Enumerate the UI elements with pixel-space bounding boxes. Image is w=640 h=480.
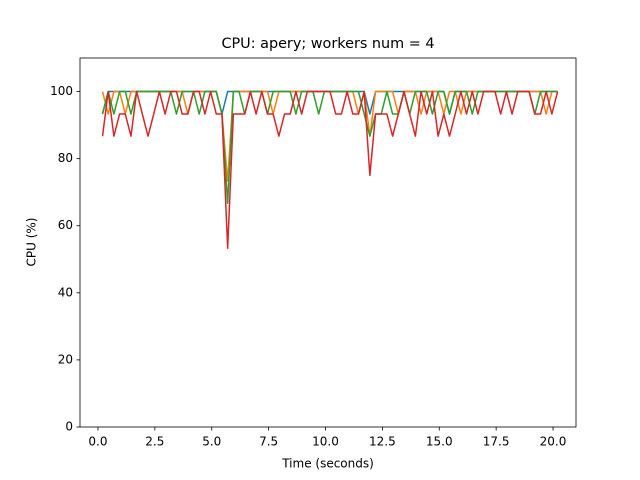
y-tick-label: 80 <box>58 151 73 165</box>
x-tick-label: 2.5 <box>145 435 164 449</box>
x-tick-label: 20.0 <box>540 435 567 449</box>
y-axis-label: CPU (%) <box>25 218 39 267</box>
chart-title: CPU: apery; workers num = 4 <box>221 36 434 52</box>
x-tick-label: 10.0 <box>312 435 339 449</box>
x-tick-label: 0.0 <box>88 435 107 449</box>
x-tick-label: 7.5 <box>259 435 278 449</box>
x-tick-label: 15.0 <box>426 435 453 449</box>
y-tick-label: 100 <box>50 84 73 98</box>
line-series <box>101 90 559 249</box>
x-tick-label: 17.5 <box>483 435 510 449</box>
y-tick-label: 20 <box>58 352 73 366</box>
y-tick-label: 40 <box>58 285 73 299</box>
y-tick-label: 60 <box>58 218 73 232</box>
x-axis-label: Time (seconds) <box>281 457 374 471</box>
x-tick-label: 5.0 <box>202 435 221 449</box>
plot-frame <box>79 57 577 428</box>
y-tick-label: 0 <box>65 420 73 434</box>
x-tick-label: 12.5 <box>369 435 396 449</box>
